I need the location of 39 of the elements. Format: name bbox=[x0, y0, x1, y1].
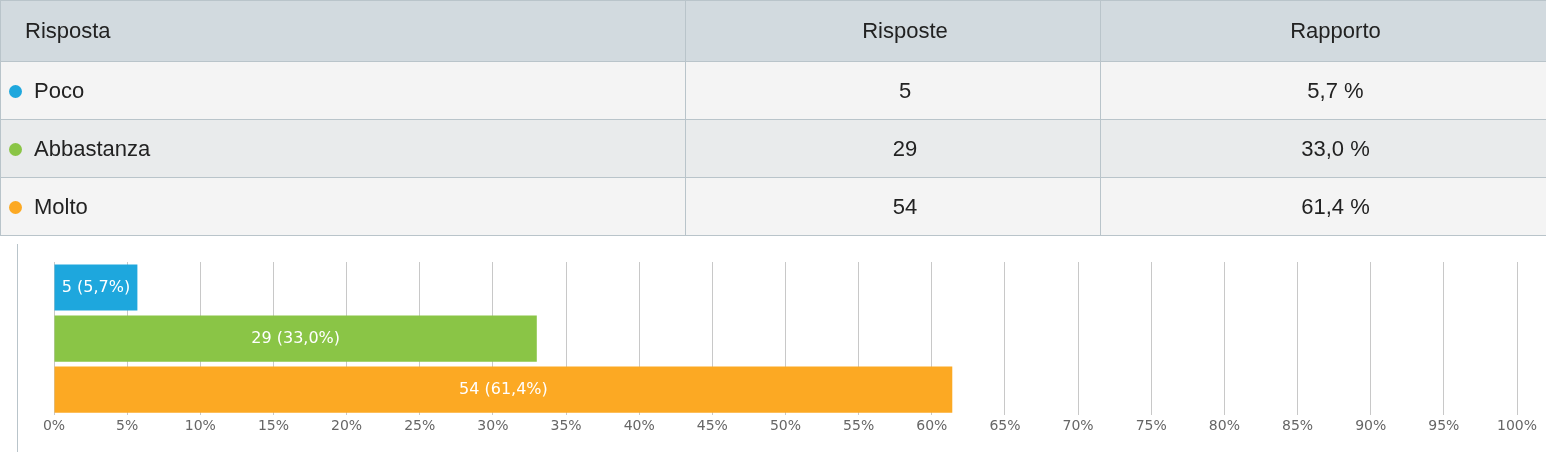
bar bbox=[54, 264, 138, 311]
text: 5 bbox=[898, 77, 912, 103]
text: 61,4 % bbox=[1301, 193, 1370, 219]
text: 29 bbox=[892, 135, 918, 161]
x-tick-label: 35% bbox=[550, 417, 582, 434]
category-label: Risposte bbox=[685, 0, 1101, 62]
x-tick-label: 85% bbox=[1281, 417, 1314, 434]
x-tick-label: 25% bbox=[404, 417, 436, 434]
x-tick-label: 20% bbox=[331, 417, 363, 434]
x-tick-label: 45% bbox=[696, 417, 728, 434]
category-label: Molto bbox=[34, 193, 88, 219]
text: 33,0 % bbox=[1301, 135, 1370, 161]
category-label: Poco bbox=[34, 77, 85, 103]
data-label: 54 (61,4%) bbox=[459, 378, 548, 398]
x-tick-label: 15% bbox=[257, 417, 290, 434]
data-label: 5 (5,7%) bbox=[61, 276, 131, 296]
x-tick-label: 10% bbox=[184, 417, 216, 434]
text: 54 bbox=[892, 193, 918, 219]
x-tick-label: 100% bbox=[1496, 417, 1538, 434]
x-tick-label: 50% bbox=[769, 417, 802, 434]
category-label: Abbastanza bbox=[34, 135, 151, 161]
x-tick-label: 0% bbox=[42, 417, 66, 434]
x-tick-label: 90% bbox=[1355, 417, 1387, 434]
x-tick-label: 40% bbox=[623, 417, 655, 434]
x-tick-label: 30% bbox=[477, 417, 509, 434]
x-tick-label: 70% bbox=[1062, 417, 1094, 434]
x-tick-label: 5% bbox=[116, 417, 139, 434]
bar bbox=[54, 366, 953, 413]
data-label: 29 (33,0%) bbox=[251, 327, 341, 347]
category-label: Rapporto bbox=[1100, 0, 1546, 62]
x-tick-label: 80% bbox=[1208, 417, 1240, 434]
category-label: Risposta bbox=[0, 0, 686, 62]
x-tick-label: 75% bbox=[1135, 417, 1167, 434]
x-tick-label: 95% bbox=[1428, 417, 1460, 434]
x-tick-label: 65% bbox=[989, 417, 1021, 434]
x-tick-label: 60% bbox=[916, 417, 948, 434]
bar bbox=[54, 315, 537, 362]
x-tick-label: 55% bbox=[843, 417, 875, 434]
text: 5,7 % bbox=[1307, 77, 1364, 103]
